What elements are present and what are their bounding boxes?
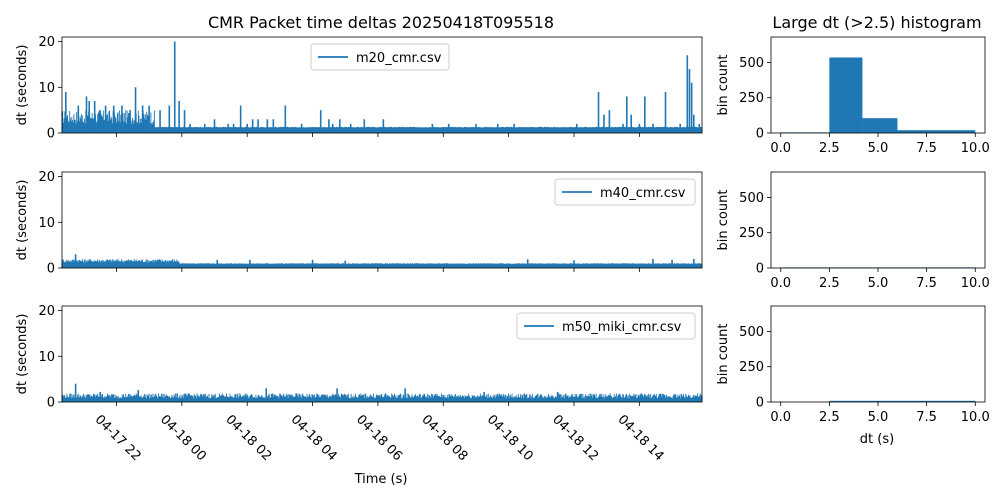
hist-x-tick-label: 2.5 [819,410,840,425]
hist-frame-3 [770,305,986,403]
axes-frame-2 [61,171,703,269]
hist-x-tick-label: 7.5 [916,276,937,291]
series-2 [61,254,703,268]
legend-label: m20_cmr.csv [356,51,442,66]
hist-frame-2 [770,171,986,269]
hist-x-tick-label: 10.0 [961,276,990,291]
hist-x-tick-label: 10.0 [961,141,990,156]
series-3-trace [61,393,703,402]
plot-area: 0 10 20 dt (seconds) m20_cmr.csv 0 10 20 dt (sec… [15,35,990,464]
series-1-trace [61,110,703,133]
main-title: CMR Packet time deltas 20250418T095518 [208,13,554,32]
y-tick-label: 10 [38,81,55,96]
hist-x-tick-label: 2.5 [819,276,840,291]
hist-x-tick-label: 0.0 [770,276,791,291]
hist-y-tick-label: 0 [756,127,764,142]
hist-y-tick-label: 250 [739,226,764,241]
legend-box [516,312,696,340]
legend-label: m40_cmr.csv [600,186,686,201]
hist-x-tick-label: 0.0 [770,410,791,425]
legend-box [310,43,450,71]
legend-box [554,178,696,206]
hist-y-tick-label: 500 [739,325,764,340]
hist-y-axis-label: bin count [716,55,731,116]
x-axis-label: Time (s) [354,472,408,487]
hist-x-tick-label: 2.5 [819,141,840,156]
hist-x-axis-label: dt (s) [860,432,894,447]
y-tick-label: 0 [47,127,55,142]
histogram-bar [829,400,859,402]
series-1 [61,41,703,133]
hist-x-tick-label: 7.5 [916,141,937,156]
series-2-trace [61,259,703,268]
x-tick-label: 04-18 04 [288,412,340,464]
hist-x-tick-label: 7.5 [916,410,937,425]
y-tick-label: 20 [38,35,55,50]
hist-title: Large dt (>2.5) histogram [772,13,981,32]
hist-x-tick-label: 5.0 [868,276,889,291]
histogram-bar [897,130,976,133]
legend-label: m50_miki_cmr.csv [562,320,682,335]
y-axis-label: dt (seconds) [15,180,30,261]
hist-y-tick-label: 500 [739,191,764,206]
y-axis-label: dt (seconds) [15,314,30,395]
hist-y-tick-label: 0 [756,262,764,277]
y-tick-label: 0 [47,262,55,277]
histogram-bar [862,118,898,133]
x-tick-label: 04-18 10 [484,412,536,464]
hist-x-tick-label: 5.0 [868,410,889,425]
histogram-bar [858,400,976,402]
y-tick-label: 20 [38,304,55,319]
hist-y-tick-label: 500 [739,56,764,71]
axes-frame-1 [61,36,703,134]
hist-x-tick-label: 5.0 [868,141,889,156]
y-tick-label: 10 [38,350,55,365]
y-tick-label: 0 [47,396,55,411]
x-tick-label: 04-18 02 [222,412,274,464]
y-tick-label: 10 [38,216,55,231]
axes-frame-3 [61,305,703,403]
hist-y-tick-label: 0 [756,396,764,411]
x-tick-label: 04-18 00 [157,412,209,464]
y-axis-label: dt (seconds) [15,45,30,126]
hist-y-axis-label: bin count [716,324,731,385]
x-tick-label: 04-18 14 [615,412,667,464]
histogram-bar [829,57,863,133]
x-tick-label: 04-18 06 [353,412,405,464]
series-3 [61,383,703,402]
hist-y-tick-label: 250 [739,360,764,375]
hist-y-tick-label: 250 [739,91,764,106]
x-tick-label: 04-18 12 [549,412,601,464]
x-tick-label: 04-18 08 [418,412,470,464]
x-tick-label: 04-17 22 [92,412,144,464]
hist-x-tick-label: 10.0 [961,410,990,425]
y-tick-label: 20 [38,170,55,185]
hist-x-tick-label: 0.0 [770,141,791,156]
hist-y-axis-label: bin count [716,190,731,251]
